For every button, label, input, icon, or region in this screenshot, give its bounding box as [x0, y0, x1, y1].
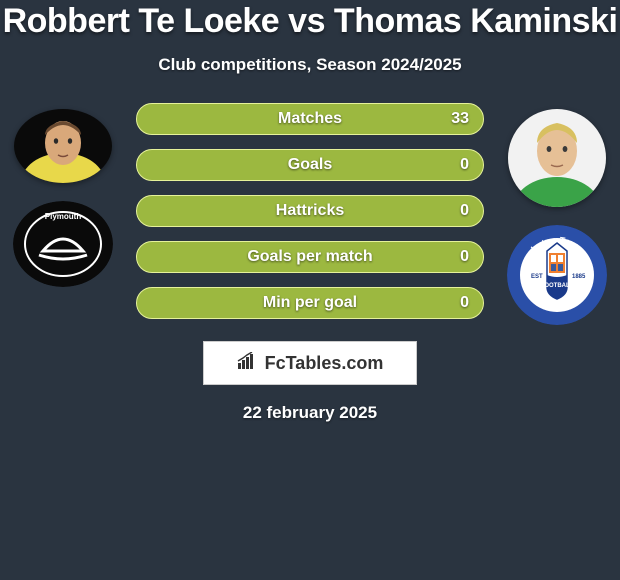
right-player-col: FOOTBALL Luton Town FOOTBALL CLUB EST 18…: [502, 103, 612, 325]
stat-value-right: 0: [460, 202, 469, 220]
stat-bar-goals-per-match: Goals per match 0: [136, 241, 484, 273]
svg-text:FOOTBALL: FOOTBALL: [541, 283, 574, 289]
stat-value-right: 33: [451, 110, 469, 128]
stat-bar-goals: Goals 0: [136, 149, 484, 181]
brand-text: FcTables.com: [265, 353, 384, 374]
svg-text:EST: EST: [531, 274, 543, 280]
comparison-row: Plymouth Matches 33 Goals 0 Hattricks 0 …: [0, 103, 620, 325]
stat-label: Goals per match: [247, 248, 372, 266]
stat-label: Matches: [278, 110, 342, 128]
stats-column: Matches 33 Goals 0 Hattricks 0 Goals per…: [118, 103, 502, 325]
right-player-photo: [508, 109, 606, 207]
brand-chart-icon: [237, 352, 259, 375]
stat-label: Min per goal: [263, 294, 357, 312]
stat-bar-matches: Matches 33: [136, 103, 484, 135]
stat-value-right: 0: [460, 248, 469, 266]
svg-text:Plymouth: Plymouth: [45, 212, 82, 221]
left-player-col: Plymouth: [8, 103, 118, 325]
subtitle: Club competitions, Season 2024/2025: [0, 55, 620, 75]
brand-box: FcTables.com: [203, 341, 417, 385]
stat-label: Goals: [288, 156, 332, 174]
page-title: Robbert Te Loeke vs Thomas Kaminski: [0, 2, 620, 41]
stat-value-right: 0: [460, 294, 469, 312]
right-club-badge: FOOTBALL Luton Town FOOTBALL CLUB EST 18…: [507, 225, 607, 325]
stat-label: Hattricks: [276, 202, 344, 220]
stat-value-right: 0: [460, 156, 469, 174]
svg-text:1885: 1885: [572, 274, 586, 280]
left-club-badge: Plymouth: [13, 201, 113, 287]
date-line: 22 february 2025: [0, 403, 620, 423]
left-player-photo: [14, 109, 112, 183]
stat-bar-hattricks: Hattricks 0: [136, 195, 484, 227]
stat-bar-min-per-goal: Min per goal 0: [136, 287, 484, 319]
